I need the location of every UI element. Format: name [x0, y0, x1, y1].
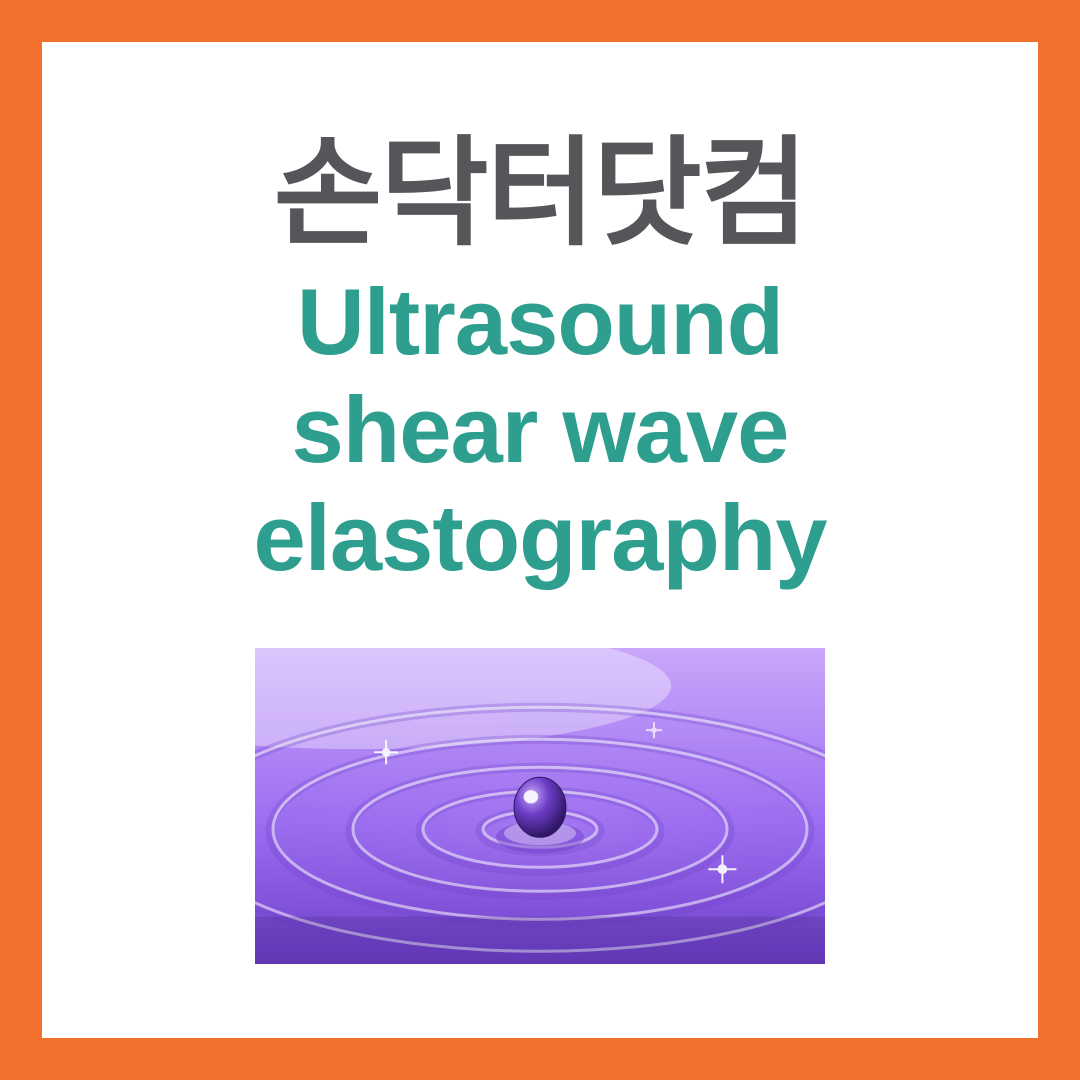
water-ripple-icon [255, 648, 825, 964]
title-korean: 손닥터닷컴 [274, 130, 807, 260]
title-english: Ultrasound shear wave elastography [253, 268, 826, 592]
title-english-line: shear wave [253, 376, 826, 484]
frame-border: 손닥터닷컴 Ultrasound shear wave elastography [0, 0, 1080, 1080]
title-english-line: Ultrasound [253, 268, 826, 376]
title-english-line: elastography [253, 484, 826, 592]
ripple-illustration [255, 648, 825, 964]
content-panel: 손닥터닷컴 Ultrasound shear wave elastography [42, 42, 1038, 1038]
